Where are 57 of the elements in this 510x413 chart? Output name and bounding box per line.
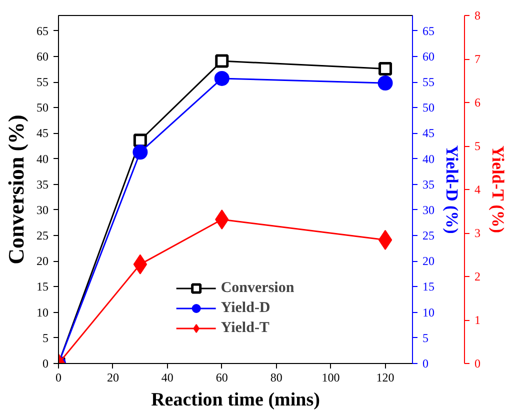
legend-label: Yield-T: [220, 320, 270, 336]
legend-label: Conversion: [220, 280, 294, 296]
y2-axis-title: Yield-D (%): [442, 145, 462, 234]
y3-tick-label: 5: [474, 139, 480, 153]
y2-tick-label: 50: [422, 100, 434, 115]
y-tick-label: 50: [36, 100, 48, 115]
y-tick-label: 65: [36, 24, 48, 38]
y-tick-label: 60: [36, 49, 48, 64]
y3-tick-label: 6: [474, 96, 480, 110]
y2-tick-label: 45: [422, 126, 434, 140]
y2-tick-label: 60: [422, 49, 434, 64]
point: [214, 70, 230, 86]
y-tick-label: 25: [36, 228, 48, 243]
y2-tick-label: 15: [422, 280, 434, 294]
x-tick-label: 0: [56, 370, 62, 384]
y2-tick-label: 35: [422, 177, 434, 192]
y3-tick-label: 3: [474, 226, 480, 240]
x-tick-label: 120: [376, 370, 394, 384]
y3-tick-label: 4: [474, 182, 480, 196]
y-tick-label: 35: [36, 177, 48, 192]
y3-axis-title: Yield-T (%): [488, 146, 508, 234]
point: [133, 134, 147, 148]
y-tick-label: 45: [36, 126, 48, 140]
legend-label: Yield-D: [220, 300, 270, 316]
y2-tick-label: 40: [422, 152, 434, 166]
x-tick-label: 40: [161, 370, 174, 384]
y2-tick-label: 55: [422, 75, 434, 90]
point: [378, 62, 392, 76]
y2-tick-label: 10: [422, 305, 434, 320]
y-tick-label: 20: [36, 254, 48, 268]
y3-tick-label: 0: [474, 356, 480, 370]
point: [132, 144, 148, 160]
x-tick-label: 60: [216, 370, 228, 384]
y2-tick-label: 5: [422, 330, 428, 345]
y3-tick-label: 1: [474, 313, 480, 327]
y2-tick-label: 65: [422, 24, 434, 38]
point: [215, 54, 229, 68]
y3-tick-label: 2: [474, 270, 480, 284]
y-tick-label: 15: [36, 280, 48, 294]
y-tick-label: 40: [36, 152, 48, 166]
x-tick-label: 80: [270, 370, 282, 384]
point: [378, 76, 393, 91]
y-axis-title: Conversion (%): [4, 114, 28, 264]
x-tick-label: 20: [106, 370, 119, 384]
x-axis-title: Reaction time (mins): [151, 390, 320, 410]
y3-tick-label: 8: [474, 8, 480, 22]
y2-tick-label: 25: [422, 228, 434, 243]
y2-tick-label: 30: [422, 202, 434, 217]
y-tick-label: 30: [36, 202, 48, 217]
y-tick-label: 5: [42, 330, 48, 345]
x-tick-label: 100: [322, 370, 340, 384]
y2-tick-label: 0: [422, 356, 428, 370]
y-tick-label: 10: [36, 305, 48, 320]
y-tick-label: 55: [36, 75, 48, 90]
y-tick-label: 0: [42, 356, 48, 370]
y2-tick-label: 20: [422, 254, 434, 268]
y3-tick-label: 7: [474, 52, 480, 66]
